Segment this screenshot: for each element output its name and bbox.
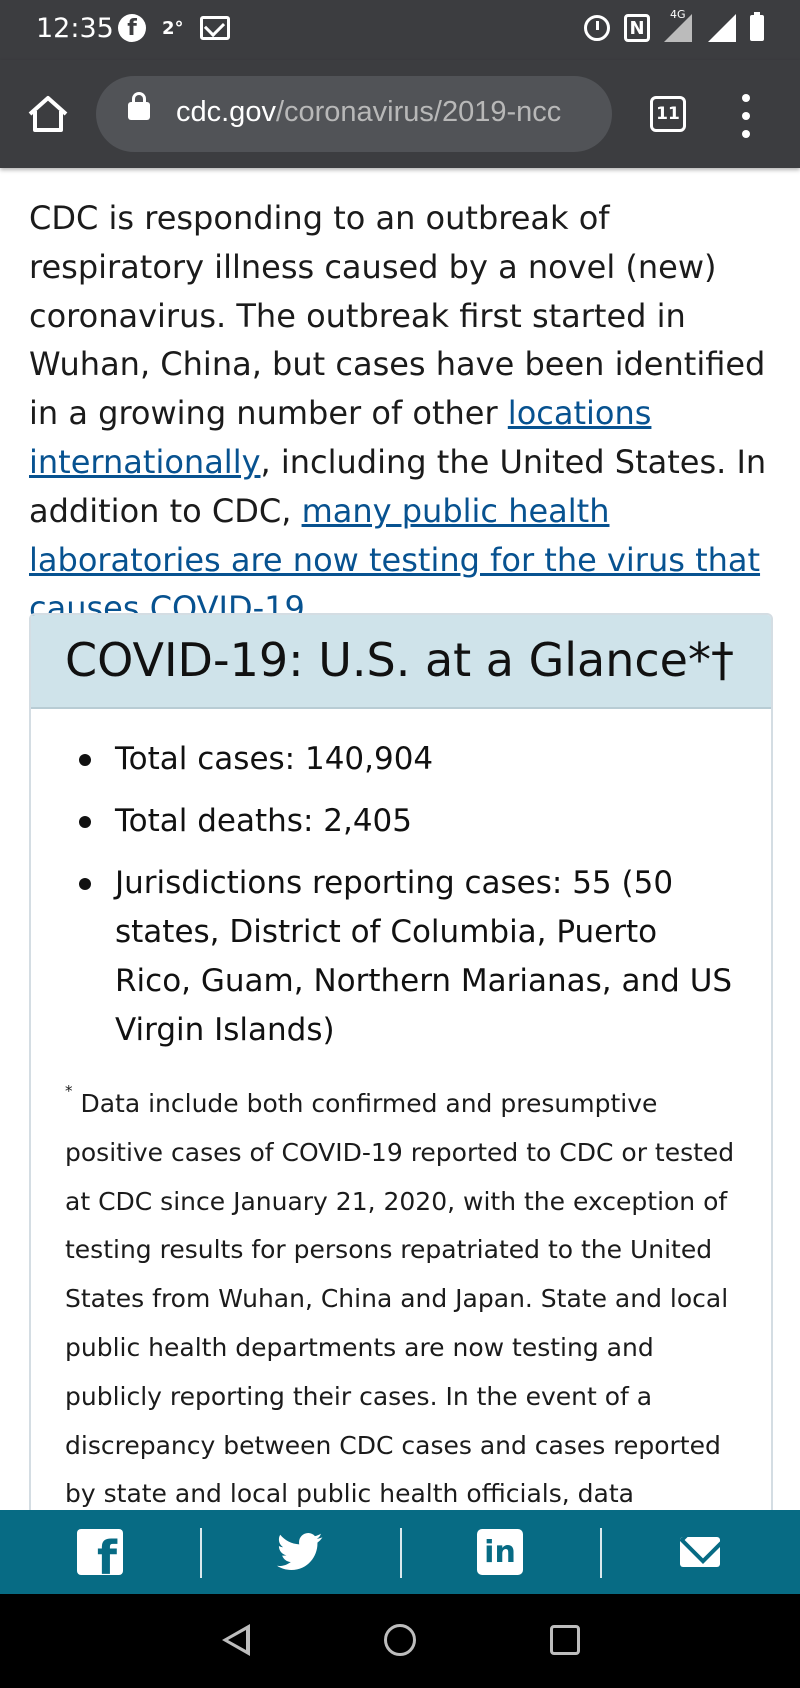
linkedin-icon: in <box>477 1529 523 1575</box>
home-nav-icon[interactable] <box>384 1624 416 1656</box>
url-domain: cdc.gov <box>176 96 276 128</box>
glance-header <box>31 615 771 709</box>
facebook-icon: f <box>118 14 146 42</box>
alarm-icon <box>584 15 610 41</box>
share-bar: f in <box>0 1510 800 1594</box>
share-email-button[interactable] <box>600 1510 800 1594</box>
network-signal-icon: 4G <box>664 8 694 42</box>
temperature: 2° <box>162 17 184 39</box>
footnote-marker: * <box>65 1082 73 1100</box>
total-deaths-item: Total deaths: 2,405 <box>79 797 739 846</box>
facebook-glyph: f <box>96 1531 117 1575</box>
back-icon[interactable] <box>222 1624 250 1656</box>
signal-icon <box>664 14 692 42</box>
system-icons: N 4G <box>584 8 764 42</box>
lock-icon <box>128 92 150 120</box>
notification-icons: f 2° <box>118 14 230 42</box>
glance-list: Total cases: 140,904 Total deaths: 2,405… <box>79 735 739 1068</box>
menu-dot <box>742 130 750 138</box>
menu-dot <box>742 112 750 120</box>
locations-internationally-link[interactable]: locations internationally <box>29 394 652 481</box>
intro-text: CDC is responding to an outbreak of resp… <box>29 199 766 433</box>
page-content: CDC is responding to an outbreak of resp… <box>0 168 800 1510</box>
navigation-bar <box>0 1594 800 1688</box>
overflow-menu-button[interactable] <box>732 94 760 138</box>
home-icon <box>28 96 68 132</box>
glance-title: COVID-19: U.S. at a Glance*† <box>65 633 734 687</box>
recent-apps-icon[interactable] <box>550 1625 580 1655</box>
battery-icon <box>750 12 764 41</box>
share-facebook-button[interactable]: f <box>0 1510 200 1594</box>
glance-card: COVID-19: U.S. at a Glance*† Total cases… <box>29 613 773 1510</box>
intro-paragraph: CDC is responding to an outbreak of resp… <box>29 194 777 633</box>
address-bar[interactable]: cdc.gov/coronavirus/2019-ncc <box>96 76 612 152</box>
mail-icon <box>199 16 230 40</box>
wifi-signal-icon <box>708 14 736 42</box>
status-time: 12:35 <box>36 13 114 44</box>
url-text[interactable]: cdc.gov/coronavirus/2019-ncc <box>176 96 561 129</box>
nfc-icon: N <box>624 14 650 42</box>
network-type: 4G <box>670 8 686 21</box>
share-linkedin-button[interactable]: in <box>400 1510 600 1594</box>
footnote: * Data include both confirmed and presum… <box>65 1080 745 1510</box>
email-icon <box>680 1537 720 1567</box>
menu-dot <box>742 94 750 102</box>
home-button[interactable] <box>22 90 74 138</box>
browser-toolbar: cdc.gov/coronavirus/2019-ncc 11 <box>0 60 800 168</box>
total-cases-item: Total cases: 140,904 <box>79 735 739 784</box>
footnote-text: Data include both confirmed and presumpt… <box>65 1089 735 1509</box>
url-path: /coronavirus/2019-ncc <box>275 96 562 128</box>
status-bar: 12:35 f 2° N 4G <box>0 0 800 60</box>
intro-text: , including the United States. In additi… <box>29 442 767 530</box>
facebook-icon: f <box>77 1529 123 1575</box>
twitter-icon <box>277 1533 323 1571</box>
share-twitter-button[interactable] <box>200 1510 400 1594</box>
intro-text: . <box>304 589 316 628</box>
tab-switcher-button[interactable]: 11 <box>650 96 686 132</box>
jurisdictions-item: Jurisdictions reporting cases: 55 (50 st… <box>79 859 739 1055</box>
